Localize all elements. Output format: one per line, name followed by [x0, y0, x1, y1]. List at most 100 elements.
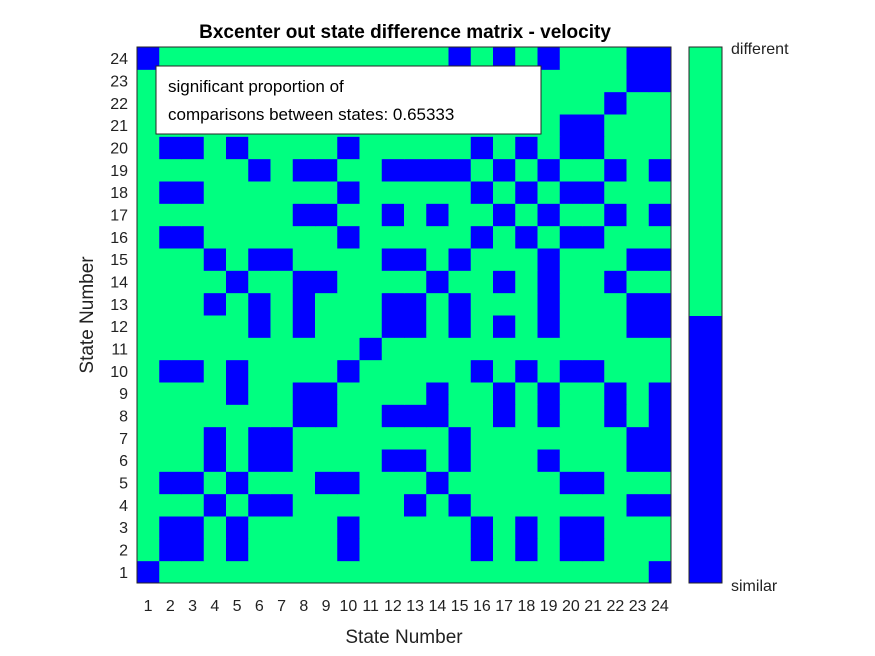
- matrix-cell: [181, 516, 205, 539]
- matrix-cell: [559, 136, 583, 160]
- matrix-cell: [270, 516, 294, 539]
- matrix-cell: [537, 560, 561, 584]
- matrix-cell: [470, 471, 494, 495]
- matrix-cell: [292, 426, 316, 450]
- matrix-cell: [470, 292, 494, 316]
- matrix-cell: [426, 337, 449, 361]
- matrix-cell: [648, 69, 672, 93]
- y-tick-label: 23: [110, 74, 128, 91]
- x-tick-label: 2: [166, 598, 175, 615]
- matrix-cell: [537, 315, 561, 338]
- matrix-cell: [381, 493, 405, 517]
- x-tick-label: 11: [362, 598, 379, 615]
- colorbar: different similar: [688, 41, 789, 595]
- matrix-cell: [381, 225, 405, 249]
- matrix-cells: [137, 47, 672, 584]
- matrix-cell: [315, 516, 338, 539]
- matrix-cell: [448, 359, 472, 383]
- matrix-cell: [381, 136, 405, 160]
- matrix-cell: [181, 471, 205, 495]
- matrix-cell: [470, 404, 494, 428]
- matrix-cell: [470, 47, 494, 70]
- matrix-cell: [648, 91, 672, 115]
- matrix-cell: [604, 493, 627, 517]
- matrix-cell: [203, 270, 227, 294]
- matrix-cell: [470, 225, 494, 249]
- matrix-cell: [470, 203, 494, 227]
- matrix-cell: [359, 337, 383, 361]
- matrix-cell: [203, 516, 227, 539]
- matrix-cell: [648, 560, 672, 584]
- matrix-cell: [315, 449, 338, 472]
- matrix-cell: [537, 382, 561, 405]
- matrix-cell: [559, 516, 583, 539]
- x-tick-label: 13: [406, 598, 424, 615]
- x-tick-label: 21: [584, 598, 602, 615]
- matrix-cell: [604, 538, 627, 562]
- matrix-cell: [426, 203, 449, 227]
- matrix-cell: [470, 158, 494, 182]
- matrix-cell: [493, 493, 516, 517]
- matrix-cell: [515, 270, 538, 294]
- matrix-cell: [404, 538, 427, 562]
- matrix-cell: [248, 248, 271, 271]
- matrix-cell: [448, 248, 472, 271]
- y-tick-label: 6: [119, 453, 128, 470]
- matrix-cell: [537, 292, 561, 316]
- matrix-cell: [448, 181, 472, 204]
- matrix-cell: [493, 359, 516, 383]
- matrix-cell: [404, 404, 427, 428]
- matrix-cell: [359, 560, 383, 584]
- matrix-cell: [559, 404, 583, 428]
- matrix-cell: [493, 270, 516, 294]
- matrix-cell: [359, 471, 383, 495]
- matrix-cell: [315, 382, 338, 405]
- matrix-cell: [337, 337, 360, 361]
- matrix-cell: [537, 359, 561, 383]
- matrix-cell: [203, 47, 227, 70]
- matrix-cell: [448, 493, 472, 517]
- matrix-cell: [493, 426, 516, 450]
- matrix-cell: [559, 449, 583, 472]
- matrix-cell: [270, 315, 294, 338]
- matrix-cell: [426, 47, 449, 70]
- matrix-cell: [159, 292, 182, 316]
- matrix-cell: [226, 225, 249, 249]
- matrix-cell: [582, 136, 605, 160]
- matrix-cell: [181, 337, 205, 361]
- matrix-cell: [315, 560, 338, 584]
- matrix-cell: [226, 449, 249, 472]
- matrix-cell: [582, 516, 605, 539]
- matrix-cell: [181, 449, 205, 472]
- matrix-cell: [604, 382, 627, 405]
- matrix-cell: [226, 471, 249, 495]
- x-tick-label: 6: [255, 598, 264, 615]
- matrix-cell: [203, 449, 227, 472]
- matrix-cell: [292, 382, 316, 405]
- matrix-cell: [582, 560, 605, 584]
- y-tick-label: 14: [110, 275, 128, 292]
- x-tick-label: 22: [606, 598, 624, 615]
- matrix-cell: [292, 516, 316, 539]
- matrix-cell: [404, 560, 427, 584]
- matrix-cell: [315, 158, 338, 182]
- matrix-cell: [337, 382, 360, 405]
- matrix-cell: [159, 337, 182, 361]
- matrix-cell: [137, 270, 160, 294]
- matrix-cell: [181, 560, 205, 584]
- matrix-cell: [292, 270, 316, 294]
- matrix-cell: [226, 136, 249, 160]
- matrix-cell: [426, 449, 449, 472]
- matrix-cell: [604, 114, 627, 137]
- matrix-cell: [448, 225, 472, 249]
- matrix-cell: [315, 136, 338, 160]
- matrix-cell: [159, 203, 182, 227]
- matrix-cell: [337, 47, 360, 70]
- matrix-cell: [203, 359, 227, 383]
- matrix-cell: [359, 225, 383, 249]
- matrix-cell: [181, 248, 205, 271]
- matrix-cell: [648, 516, 672, 539]
- matrix-cell: [181, 225, 205, 249]
- matrix-cell: [448, 203, 472, 227]
